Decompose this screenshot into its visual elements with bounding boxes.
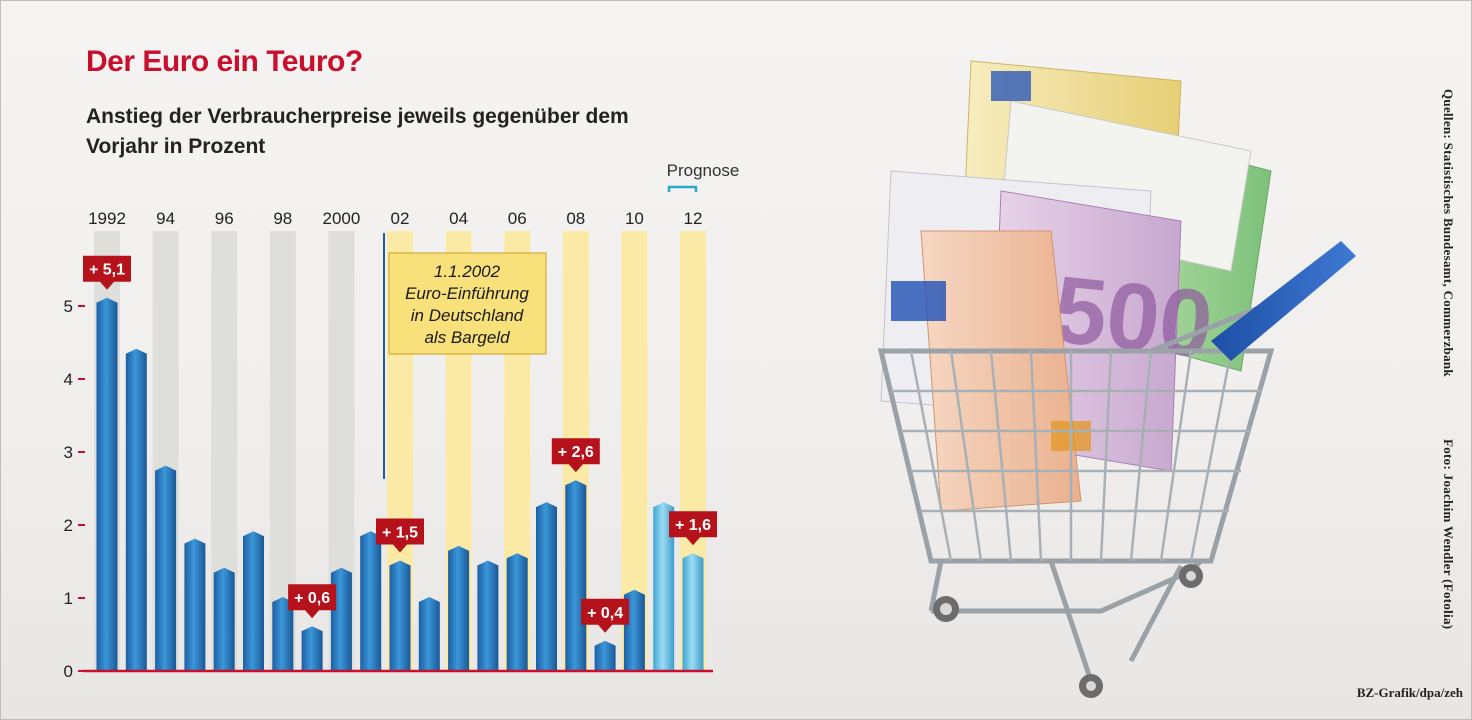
value-callout	[288, 584, 337, 619]
x-tick-label: 98	[273, 209, 292, 228]
y-tick-label: 2	[64, 516, 73, 535]
x-tick-label: 2000	[322, 209, 360, 228]
value-callout	[83, 255, 131, 290]
value-label: + 1,5	[382, 525, 418, 542]
euro-introduction-annotation: 1.1.2002 Euro-Einführung in Deutschland als…	[388, 252, 547, 355]
value-callout	[669, 511, 717, 546]
value-label: + 0,6	[294, 590, 330, 607]
sources-credit: Quellen: Statistisches Bundesamt, Commer…	[1441, 89, 1456, 377]
value-label: + 1,6	[675, 517, 711, 534]
forecast-bracket	[667, 185, 698, 192]
forecast-label: Prognose	[667, 161, 740, 180]
annotation-line: 1.1.2002	[434, 262, 501, 281]
annotation-line: in Deutschland	[411, 306, 524, 325]
graphic-credit: BZ-Grafik/dpa/zeh	[1356, 685, 1463, 700]
y-tick-label: 3	[64, 443, 73, 462]
y-tick-label: 1	[64, 589, 73, 608]
value-label: + 0,4	[587, 605, 623, 622]
value-callout	[581, 598, 630, 633]
x-tick-label: 12	[684, 209, 703, 228]
x-tick-label: 1992	[88, 209, 126, 228]
chart-subtitle: Anstieg der Verbraucherpreise jeweils ge…	[86, 105, 629, 158]
chart-title: Der Euro ein Teuro?	[86, 45, 363, 78]
x-tick-label: 96	[215, 209, 234, 228]
bar	[213, 567, 235, 671]
bar	[536, 502, 557, 671]
bar	[565, 480, 587, 671]
bar	[301, 626, 323, 671]
x-tick-label: 06	[508, 209, 527, 228]
bar	[184, 538, 206, 671]
value-callout	[376, 518, 424, 553]
value-callout	[551, 438, 600, 473]
value-label: + 5,1	[89, 262, 125, 279]
bar	[243, 531, 264, 671]
x-tick-label: 10	[625, 209, 644, 228]
value-label: + 2,6	[558, 444, 594, 461]
y-tick-label: 0	[64, 662, 73, 681]
x-tick-label: 04	[449, 209, 468, 228]
bar	[330, 567, 352, 671]
photo-credit: Foto: Joachim Wendler (Fotolia)	[1441, 439, 1456, 630]
y-tick-label: 4	[64, 370, 73, 389]
bar	[125, 348, 147, 671]
x-tick-label: 02	[391, 209, 410, 228]
annotation-box	[388, 252, 547, 355]
annotation-line: Euro-Einführung	[405, 284, 529, 303]
y-tick-label: 5	[64, 297, 73, 316]
bar	[418, 597, 440, 671]
annotation-line: als Bargeld	[424, 328, 510, 347]
bar	[272, 597, 294, 671]
bar-forecast	[682, 553, 704, 671]
bar	[506, 553, 528, 671]
bar	[623, 589, 645, 671]
shopping-cart-with-euro-notes-photo: 500	[877, 60, 1356, 698]
bar	[155, 465, 177, 671]
bar	[96, 297, 118, 671]
x-tick-label: 94	[156, 209, 175, 228]
bar	[360, 531, 382, 671]
bar	[389, 560, 411, 671]
bar	[448, 545, 470, 671]
bar	[477, 560, 499, 671]
x-tick-label: 08	[566, 209, 585, 228]
svg-text:500: 500	[1049, 256, 1218, 378]
bar-forecast	[653, 502, 675, 671]
bar	[594, 640, 616, 671]
